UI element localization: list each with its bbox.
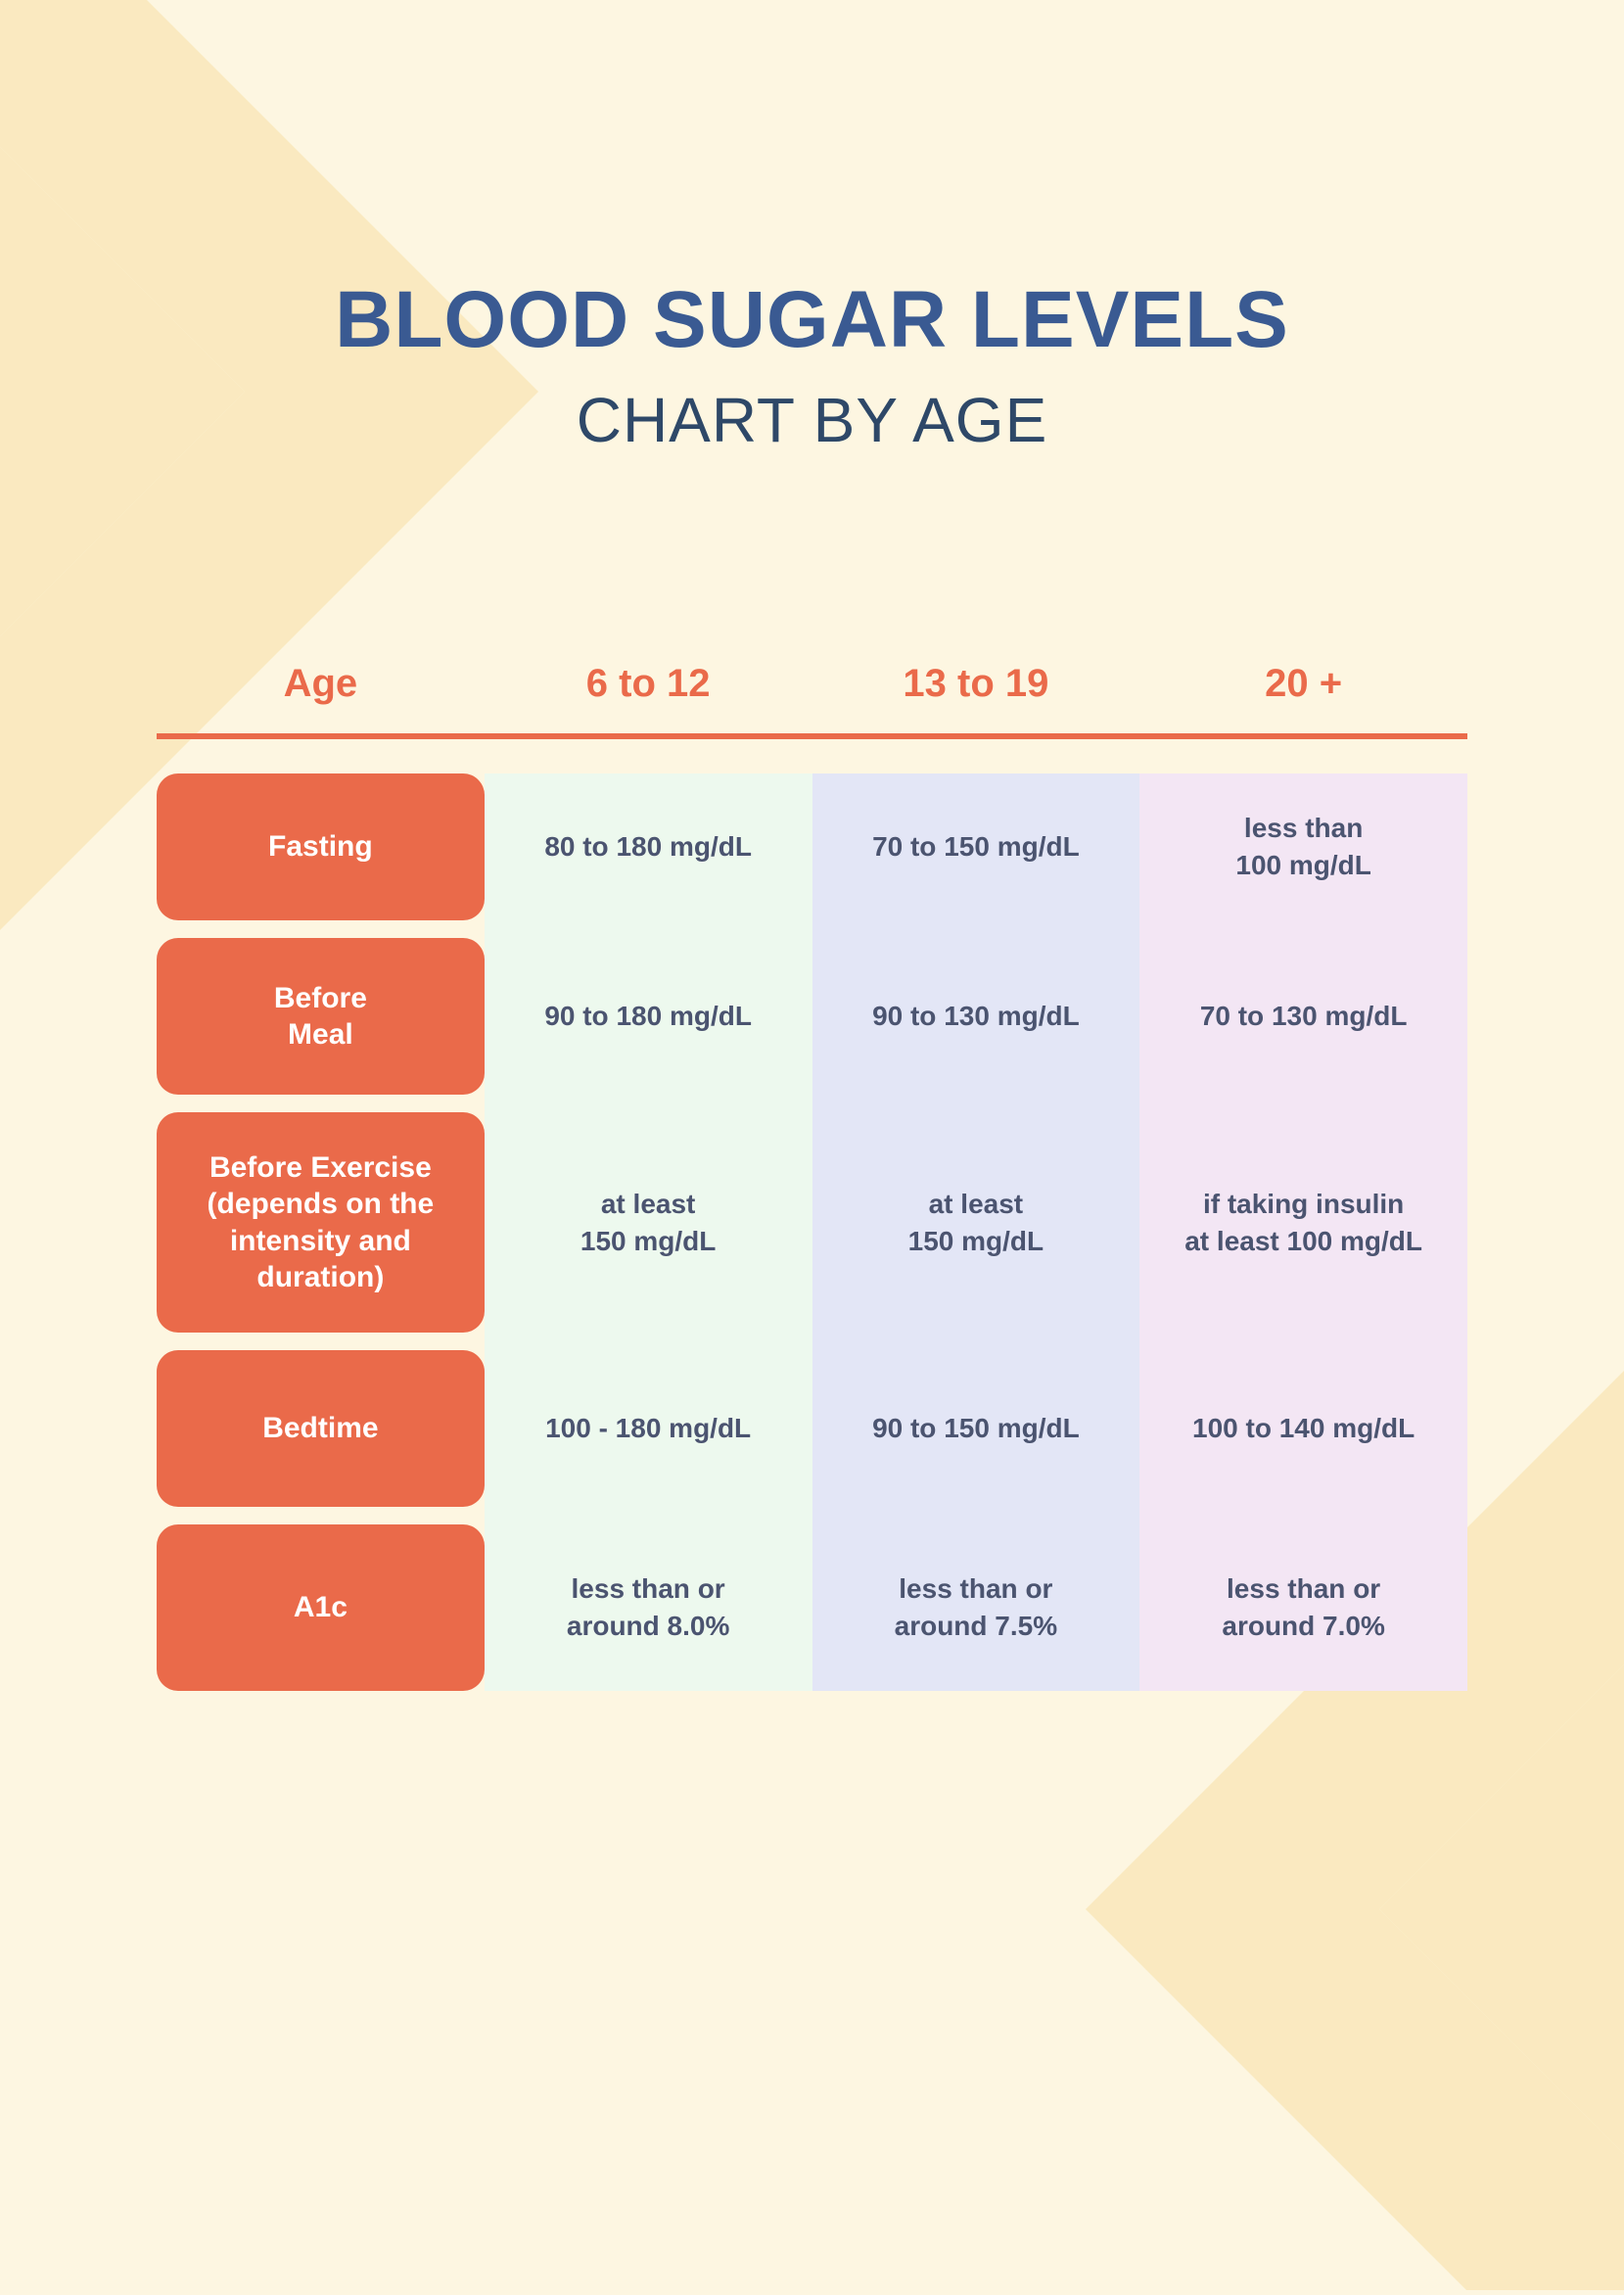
cell-c6_12-0: 80 to 180 mg/dL <box>485 773 812 920</box>
title-main: BLOOD SUGAR LEVELS <box>157 274 1467 366</box>
cell-c20-3: 100 to 140 mg/dL <box>1139 1350 1467 1507</box>
content-area: BLOOD SUGAR LEVELS CHART BY AGE Age6 to … <box>0 0 1624 1691</box>
table-data-column-c13_19: 70 to 150 mg/dL 90 to 130 mg/dL at least 1… <box>812 773 1140 1691</box>
cell-c6_12-3: 100 - 180 mg/dL <box>485 1350 812 1507</box>
cell-c20-0: less than 100 mg/dL <box>1139 773 1467 920</box>
row-label-0: Fasting <box>157 773 485 920</box>
table-label-column: Fasting Before Meal Before Exercise (depen… <box>157 773 485 1691</box>
table-header-c20: 20 + <box>1139 662 1467 706</box>
table-header-row: Age6 to 1213 to 1920 + <box>157 662 1467 739</box>
table-header-age: Age <box>157 662 485 706</box>
cell-c13_19-1: 90 to 130 mg/dL <box>812 938 1140 1095</box>
table-header-c13_19: 13 to 19 <box>812 662 1140 706</box>
row-label-3: Bedtime <box>157 1350 485 1507</box>
cell-c13_19-4: less than or around 7.5% <box>812 1524 1140 1691</box>
table-data-column-c6_12: 80 to 180 mg/dL 90 to 180 mg/dL at least 1… <box>485 773 812 1691</box>
cell-c20-1: 70 to 130 mg/dL <box>1139 938 1467 1095</box>
table-header-c6_12: 6 to 12 <box>485 662 812 706</box>
row-label-1: Before Meal <box>157 938 485 1095</box>
table-data-column-c20: less than 100 mg/dL 70 to 130 mg/dL if tak… <box>1139 773 1467 1691</box>
title-sub: CHART BY AGE <box>157 384 1467 456</box>
cell-c13_19-2: at least 150 mg/dL <box>812 1112 1140 1333</box>
table-body: Fasting Before Meal Before Exercise (depen… <box>157 773 1467 1691</box>
row-label-4: A1c <box>157 1524 485 1691</box>
cell-c13_19-3: 90 to 150 mg/dL <box>812 1350 1140 1507</box>
cell-c6_12-4: less than or around 8.0% <box>485 1524 812 1691</box>
cell-c20-4: less than or around 7.0% <box>1139 1524 1467 1691</box>
blood-sugar-table: Age6 to 1213 to 1920 + Fasting Before Mea… <box>157 662 1467 1691</box>
cell-c13_19-0: 70 to 150 mg/dL <box>812 773 1140 920</box>
cell-c6_12-2: at least 150 mg/dL <box>485 1112 812 1333</box>
cell-c6_12-1: 90 to 180 mg/dL <box>485 938 812 1095</box>
row-label-2: Before Exercise (depends on the intensit… <box>157 1112 485 1333</box>
cell-c20-2: if taking insulin at least 100 mg/dL <box>1139 1112 1467 1333</box>
